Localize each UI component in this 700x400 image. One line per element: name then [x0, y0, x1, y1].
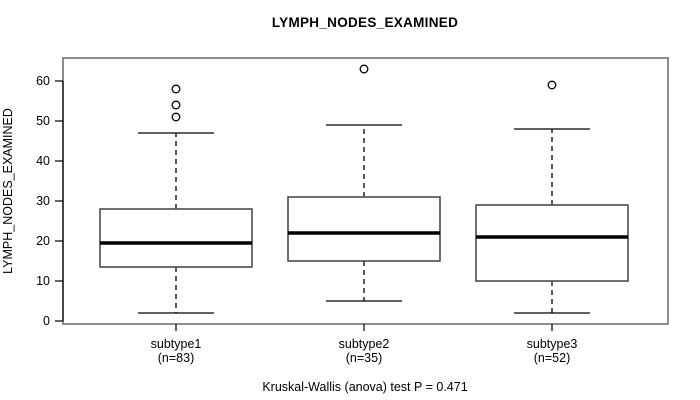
category-label: subtype3: [527, 337, 578, 351]
iqr-box: [287, 196, 441, 262]
outlier-point: [547, 80, 557, 90]
stat-test-caption: Kruskal-Wallis (anova) test P = 0.471: [262, 380, 467, 394]
y-tick-label: 30: [36, 194, 50, 208]
iqr-box: [475, 204, 629, 282]
outlier-point: [171, 112, 181, 122]
y-tick-label: 0: [43, 314, 50, 328]
outlier-point: [171, 84, 181, 94]
category-count-label: (n=52): [534, 351, 570, 365]
outlier-point: [359, 64, 369, 74]
y-axis-label: LYMPH_NODES_EXAMINED: [1, 108, 15, 274]
y-tick-label: 60: [36, 74, 50, 88]
category-count-label: (n=35): [346, 351, 382, 365]
box-group-subtype1: [99, 84, 253, 314]
boxes-layer: [99, 64, 629, 314]
y-tick-label: 50: [36, 114, 50, 128]
y-tick-label: 10: [36, 274, 50, 288]
category-count-label: (n=83): [158, 351, 194, 365]
chart-title: LYMPH_NODES_EXAMINED: [272, 15, 458, 30]
outlier-point: [171, 100, 181, 110]
x-axis: subtype1(n=83) subtype2(n=35) subtype3(n=5…: [151, 324, 578, 365]
box-group-subtype2: [287, 64, 441, 302]
category-label: subtype1: [151, 337, 202, 351]
category-label: subtype2: [339, 337, 390, 351]
y-axis: 0 10 20 30 40 50 60: [36, 74, 64, 328]
box-group-subtype3: [475, 80, 629, 314]
y-tick-label: 20: [36, 234, 50, 248]
iqr-box: [99, 208, 253, 268]
plot-border: [62, 57, 669, 325]
y-tick-label: 40: [36, 154, 50, 168]
